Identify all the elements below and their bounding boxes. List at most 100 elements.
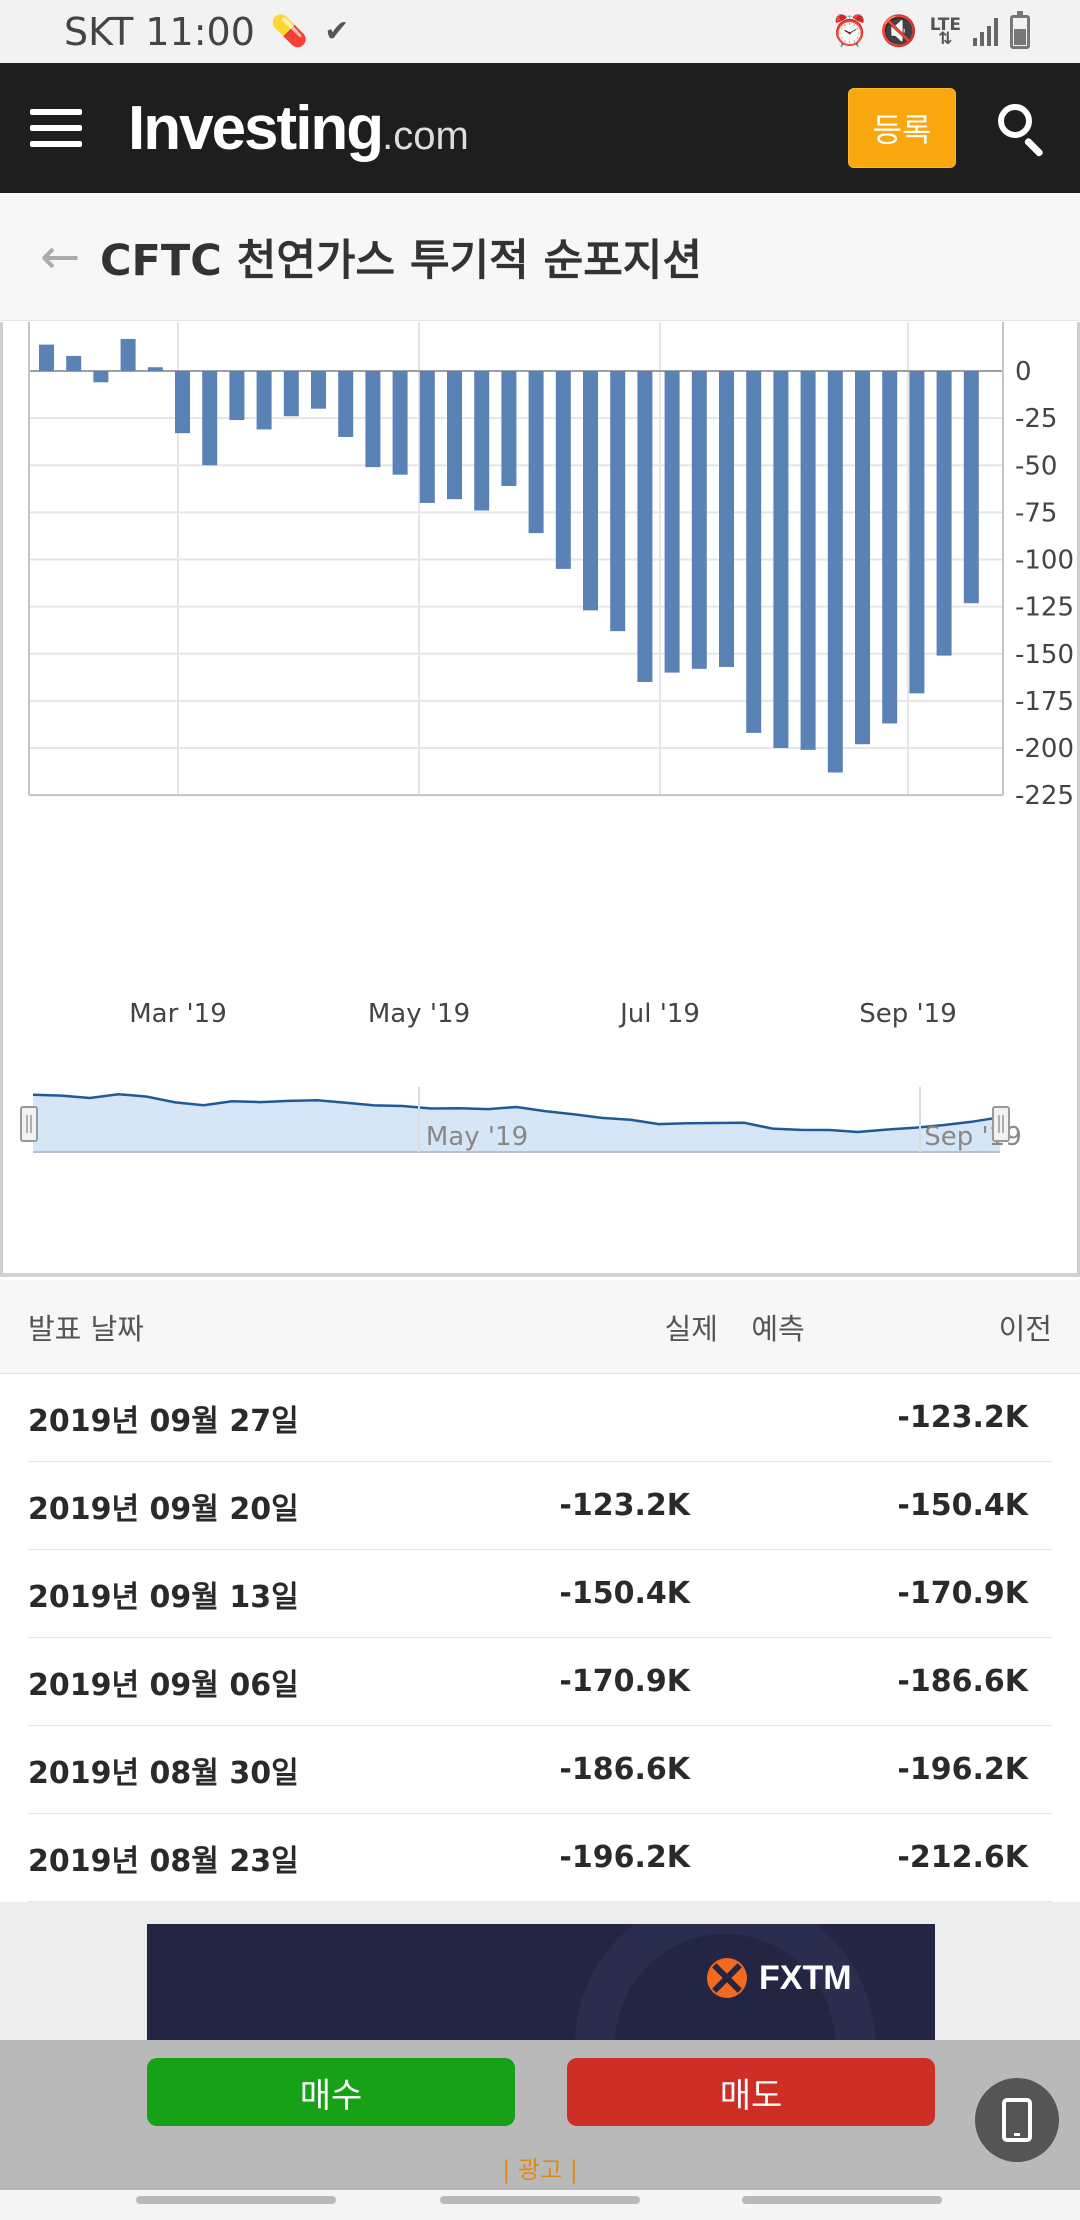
y-tick-label: -50 bbox=[1015, 451, 1057, 481]
row-previous: -186.6K bbox=[897, 1664, 1028, 1699]
chart-bar bbox=[311, 371, 326, 409]
bar-chart: 0 -25 -50 -75 -100 -125 -150 -175 -200 -225 Mar '1… bbox=[20, 322, 1074, 1153]
header-actual: 실제 bbox=[664, 1311, 718, 1346]
volte-icon: ✔ bbox=[324, 14, 350, 49]
fxtm-logo-icon bbox=[707, 1958, 747, 1998]
chart-bar bbox=[855, 371, 870, 745]
chart-bar bbox=[528, 371, 544, 534]
chart-bar bbox=[501, 371, 517, 486]
chart-bar bbox=[583, 371, 598, 611]
row-date: 2019년 09월 27일 bbox=[28, 1403, 299, 1439]
ad-area: FXTM bbox=[0, 1902, 1080, 2044]
table-row: 2019년 08월 23일 -196.2K -212.6K bbox=[28, 1814, 1052, 1902]
chart-bar bbox=[800, 371, 816, 750]
row-date: 2019년 09월 20일 bbox=[28, 1491, 299, 1527]
row-previous: -170.9K bbox=[897, 1576, 1028, 1611]
y-tick-label: -175 bbox=[1015, 687, 1074, 717]
buy-button[interactable]: 매수 bbox=[147, 2058, 515, 2126]
chart-bar bbox=[691, 371, 707, 669]
chart-bar bbox=[909, 371, 925, 694]
chart-bar bbox=[256, 371, 272, 430]
ad-label: | 광고 | bbox=[502, 2156, 578, 2184]
navigator-right-handle[interactable] bbox=[992, 1106, 1010, 1142]
title-bar: ← CFTC 천연가스 투기적 순포지션 bbox=[0, 193, 1080, 321]
y-tick-label: -75 bbox=[1015, 498, 1057, 528]
chart-bar bbox=[637, 371, 653, 683]
nav-recent-button[interactable] bbox=[136, 2196, 336, 2204]
row-previous: -123.2K bbox=[897, 1400, 1028, 1435]
chart-bar bbox=[338, 371, 354, 437]
chart-bar bbox=[66, 355, 82, 371]
menu-icon[interactable] bbox=[30, 109, 82, 147]
navigator-area bbox=[33, 1094, 1000, 1152]
chart-bar bbox=[419, 371, 435, 503]
trade-bar: 매수 매도 | 광고 | bbox=[0, 2040, 1080, 2190]
signal-icon bbox=[973, 17, 998, 46]
row-date: 2019년 09월 06일 bbox=[28, 1667, 299, 1703]
x-tick-label: May '19 bbox=[368, 999, 470, 1029]
row-date: 2019년 09월 13일 bbox=[28, 1579, 299, 1615]
x-tick-label: Jul '19 bbox=[618, 999, 700, 1029]
chart-bar bbox=[392, 371, 408, 475]
chart-bar bbox=[936, 371, 952, 656]
chart-bar bbox=[963, 371, 979, 604]
nav-home-button[interactable] bbox=[440, 2196, 640, 2204]
nav-back-button[interactable] bbox=[742, 2196, 942, 2204]
chart-bar bbox=[147, 367, 163, 371]
carrier-time: SKT 11:00 bbox=[64, 9, 255, 54]
back-arrow-icon[interactable]: ← bbox=[40, 228, 81, 285]
y-tick-label: -100 bbox=[1015, 546, 1074, 576]
row-actual: -123.2K bbox=[559, 1488, 690, 1523]
app-header: Investing .com 등록 bbox=[0, 63, 1080, 193]
row-actual: -150.4K bbox=[559, 1576, 690, 1611]
y-tick-label: -150 bbox=[1015, 640, 1074, 670]
table-row: 2019년 09월 13일 -150.4K -170.9K bbox=[28, 1550, 1052, 1638]
phone-icon[interactable] bbox=[975, 2078, 1059, 2162]
row-previous: -196.2K bbox=[897, 1752, 1028, 1787]
battery-icon bbox=[1010, 10, 1030, 49]
table-row: 2019년 09월 20일 -123.2K -150.4K bbox=[28, 1462, 1052, 1550]
y-tick-label: 0 bbox=[1015, 357, 1032, 387]
chart-bar bbox=[93, 371, 109, 383]
y-tick-label: -125 bbox=[1015, 593, 1074, 623]
chart-bar bbox=[827, 371, 843, 773]
status-bar: SKT 11:00 💊 ✔ ⏰ 🔇 LTE ⇅ bbox=[0, 0, 1080, 63]
chart-bar bbox=[610, 371, 626, 632]
chart-bar bbox=[746, 371, 762, 733]
chart-bar bbox=[120, 338, 136, 371]
system-nav-bar bbox=[0, 2190, 1080, 2220]
search-icon[interactable] bbox=[994, 100, 1050, 158]
navigator-left-handle[interactable] bbox=[20, 1106, 38, 1142]
sell-button[interactable]: 매도 bbox=[567, 2058, 935, 2126]
row-actual: -196.2K bbox=[559, 1840, 690, 1875]
table-header: 발표 날짜 실제 예측 이전 bbox=[0, 1280, 1080, 1374]
ad-banner[interactable]: FXTM bbox=[147, 1924, 935, 2044]
header-date: 발표 날짜 bbox=[28, 1311, 144, 1346]
chart-bar bbox=[773, 371, 789, 748]
chart-bar bbox=[229, 371, 245, 421]
x-tick-label: Mar '19 bbox=[129, 999, 227, 1029]
chart-bar bbox=[283, 371, 299, 417]
chart: 0 -25 -50 -75 -100 -125 -150 -175 -200 -225 Mar '1… bbox=[0, 322, 1080, 1277]
navigator-line bbox=[32, 1092, 1001, 1134]
row-date: 2019년 08월 30일 bbox=[28, 1755, 299, 1791]
header-forecast: 예측 bbox=[751, 1311, 805, 1346]
chart-bar bbox=[39, 344, 54, 371]
register-button[interactable]: 등록 bbox=[848, 88, 956, 168]
alarm-icon: ⏰ bbox=[831, 14, 869, 49]
y-tick-label: -200 bbox=[1015, 734, 1074, 764]
ad-brand: FXTM bbox=[759, 1958, 852, 1997]
chart-bar bbox=[719, 371, 734, 667]
x-tick-label: Sep '19 bbox=[859, 999, 957, 1029]
mute-icon: 🔇 bbox=[880, 14, 918, 49]
chart-bar bbox=[882, 371, 898, 724]
row-previous: -150.4K bbox=[897, 1488, 1028, 1523]
pill-icon: 💊 bbox=[270, 14, 309, 49]
navigator-label: May '19 bbox=[426, 1122, 528, 1152]
chart-bar bbox=[664, 371, 680, 673]
row-actual: -186.6K bbox=[559, 1752, 690, 1787]
data-table: 발표 날짜 실제 예측 이전 2019년 09월 27일 -123.2K 201… bbox=[0, 1280, 1080, 1902]
chart-bar bbox=[202, 371, 218, 466]
header-previous: 이전 bbox=[998, 1311, 1052, 1346]
investing-logo[interactable]: Investing .com bbox=[128, 93, 469, 163]
